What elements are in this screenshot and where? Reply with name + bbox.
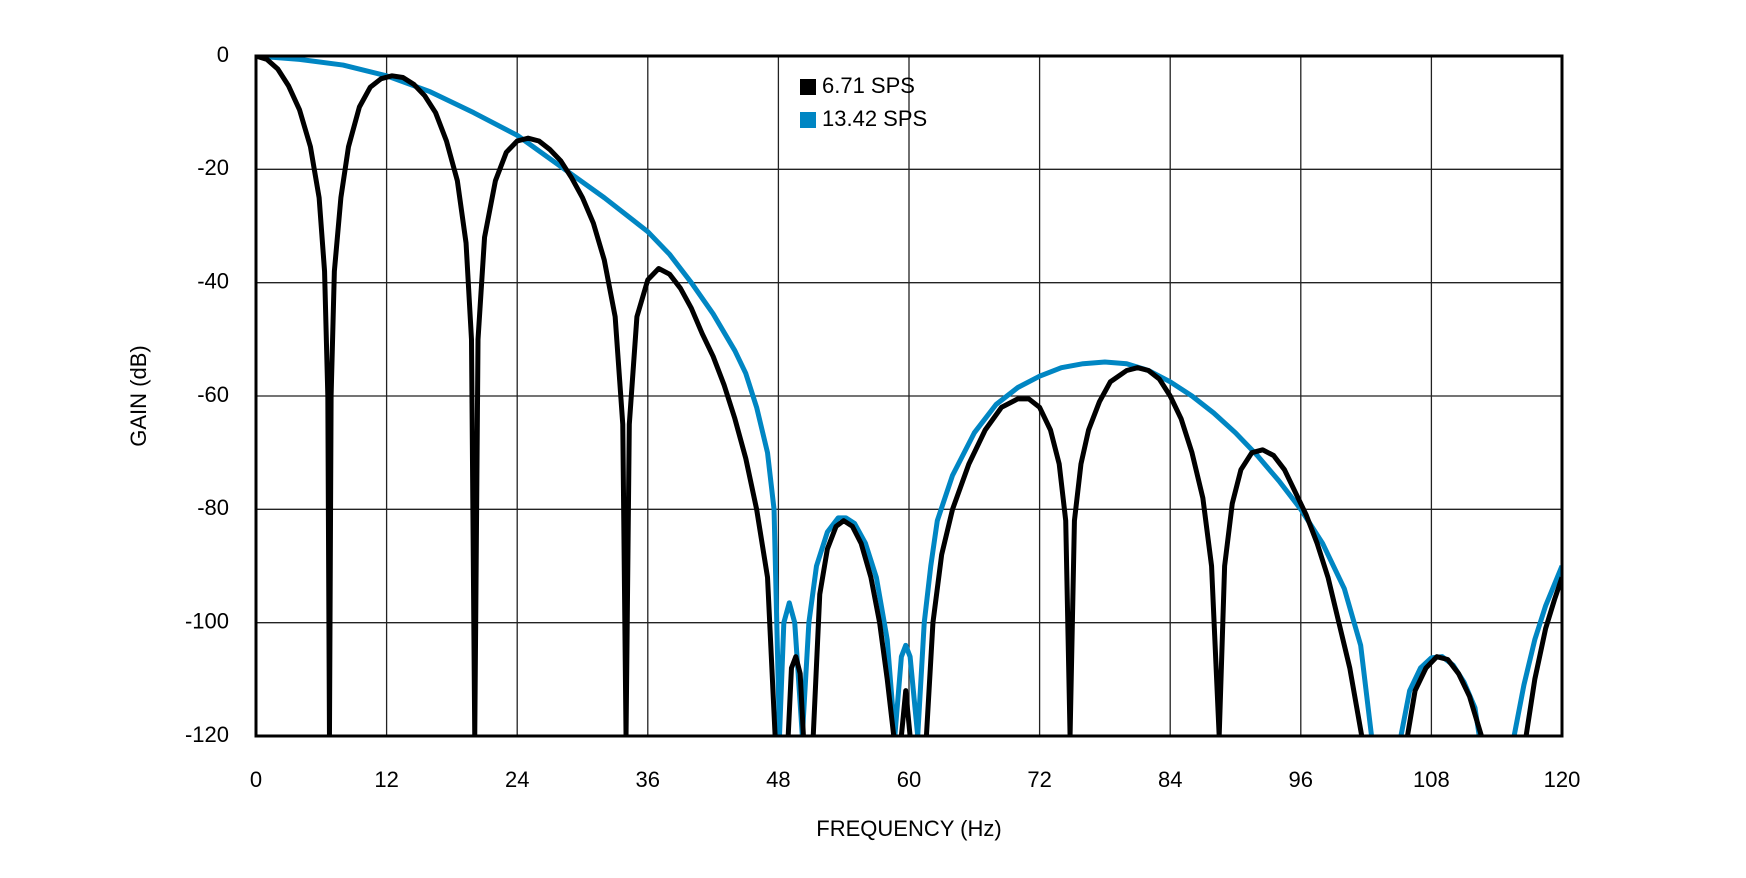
y-tick-label: -20	[197, 155, 229, 180]
plot-lines	[256, 56, 1562, 736]
legend-label: 6.71 SPS	[822, 73, 915, 98]
x-tick-label: 120	[1544, 767, 1581, 792]
x-tick-label: 48	[766, 767, 790, 792]
x-tick-label: 12	[374, 767, 398, 792]
y-tick-label: -80	[197, 495, 229, 520]
legend: 6.71 SPS 13.42 SPS	[800, 73, 927, 131]
x-tick-label: 72	[1027, 767, 1051, 792]
x-tick-label: 36	[636, 767, 660, 792]
plot-frame	[254, 54, 1564, 738]
y-tick-label: -40	[197, 268, 229, 293]
y-tick-label: -100	[185, 608, 229, 633]
x-axis-label: FREQUENCY (Hz)	[816, 816, 1001, 841]
x-tick-label: 24	[505, 767, 529, 792]
labels: 0 12 24 36 48 60 72 84 96 108 120 0 -20 -40 -60 -80 -100…	[185, 42, 1580, 792]
x-tick-label: 84	[1158, 767, 1182, 792]
x-tick-label: 0	[250, 767, 262, 792]
x-tick-label: 96	[1289, 767, 1313, 792]
y-tick-label: -60	[197, 382, 229, 407]
x-tick-label: 60	[897, 767, 921, 792]
legend-swatch	[800, 79, 816, 95]
series-line	[256, 56, 1562, 736]
legend-swatch	[800, 112, 816, 128]
y-axis-label: GAIN (dB)	[126, 345, 151, 446]
y-tick-label: -120	[185, 722, 229, 747]
x-tick-label: 108	[1413, 767, 1450, 792]
legend-label: 13.42 SPS	[822, 106, 927, 131]
y-tick-label: 0	[217, 42, 229, 67]
